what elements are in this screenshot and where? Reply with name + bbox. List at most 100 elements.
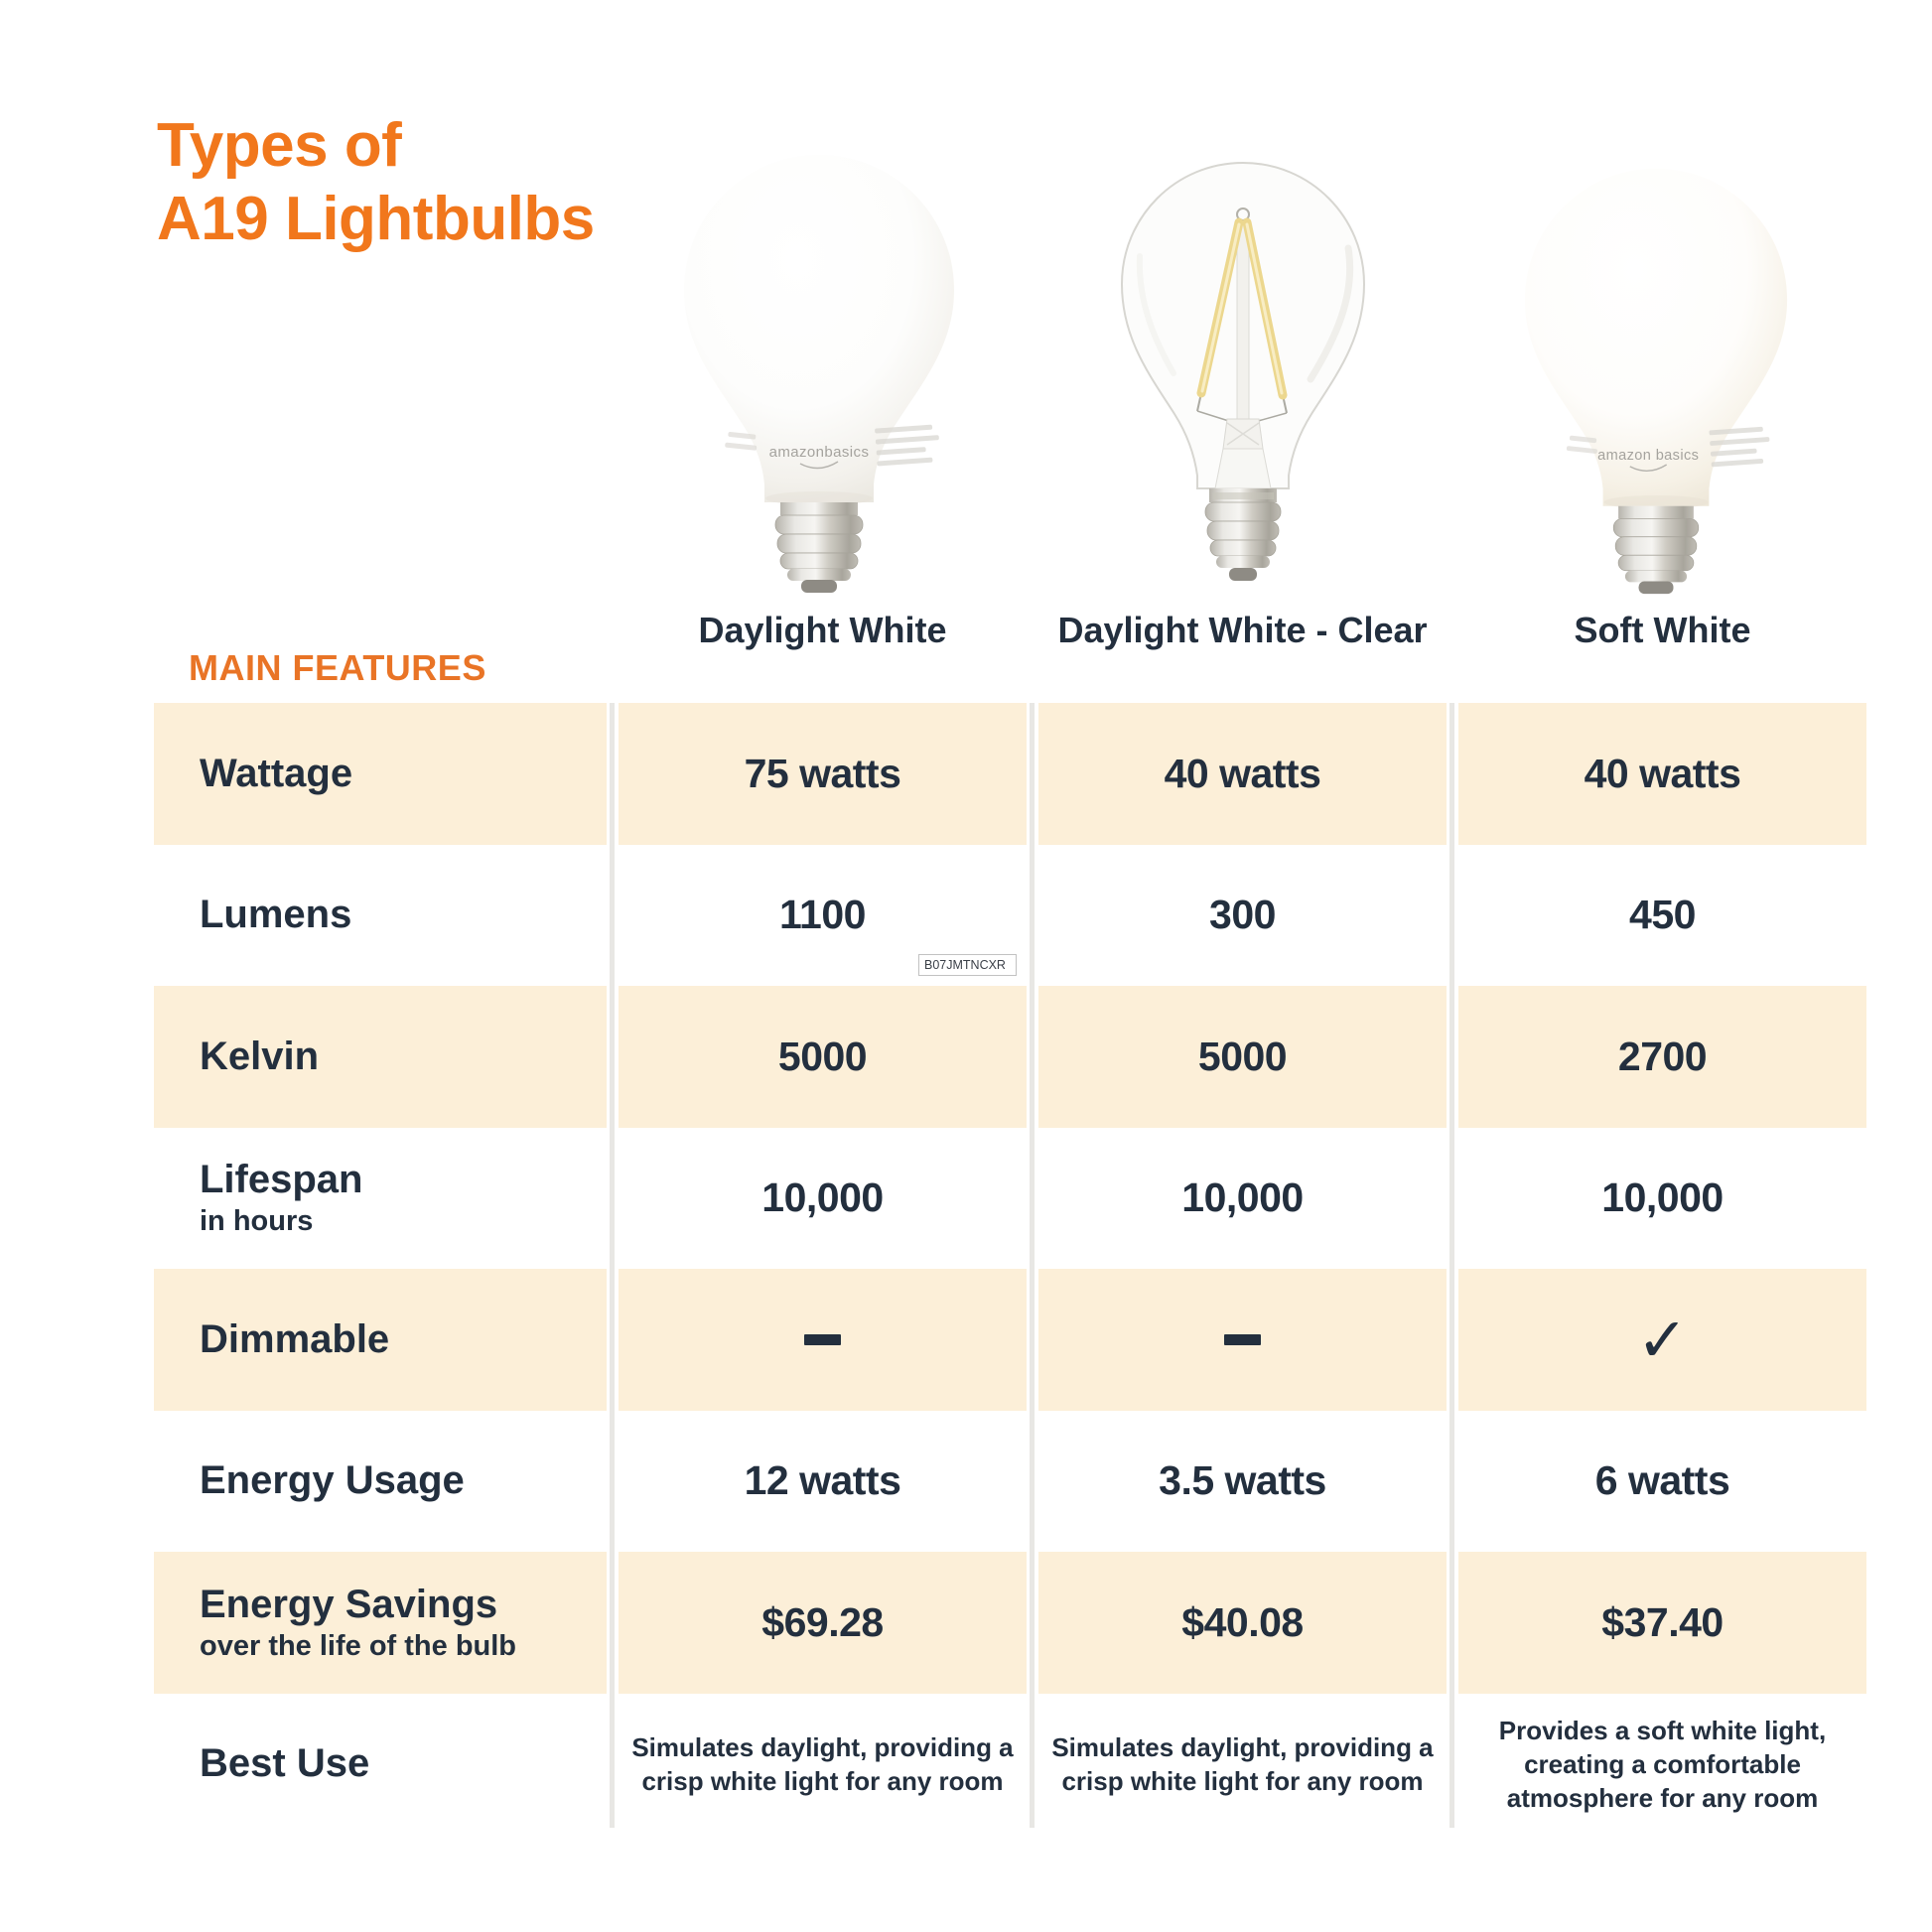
table-row-lumens: Lumens 1100 300 450 bbox=[154, 845, 1866, 987]
row-label-cell: Wattage bbox=[154, 703, 607, 845]
cell-value: 300 bbox=[1209, 892, 1276, 938]
table-cell: $37.40 bbox=[1458, 1552, 1866, 1694]
table-cell: Provides a soft white light, creating a … bbox=[1458, 1694, 1866, 1836]
table-cell: 12 watts bbox=[619, 1411, 1027, 1553]
row-label: Wattage bbox=[200, 751, 353, 795]
table-cell bbox=[619, 1269, 1027, 1411]
table-cell: 5000 bbox=[619, 986, 1027, 1128]
row-sublabel: in hours bbox=[200, 1205, 314, 1238]
table-cell: 10,000 bbox=[619, 1128, 1027, 1270]
bulb-image-daylight-white-clear bbox=[1120, 161, 1366, 581]
row-label-cell: Energy Usage bbox=[154, 1411, 607, 1553]
table-cell: 450 bbox=[1458, 845, 1866, 987]
bulb-filament bbox=[1196, 207, 1288, 489]
cell-value: 40 watts bbox=[1164, 750, 1321, 796]
table-cell: 75 watts bbox=[619, 703, 1027, 845]
table-cell: 2700 bbox=[1458, 986, 1866, 1128]
cell-value: 450 bbox=[1629, 892, 1696, 938]
row-label: Energy Usage bbox=[200, 1458, 465, 1503]
bulb-image-soft-white: amazon basics bbox=[1524, 168, 1788, 595]
cell-value: $40.08 bbox=[1181, 1598, 1304, 1645]
bulb-image-daylight-white: amazonbasics bbox=[684, 155, 954, 593]
bulb-spec-print bbox=[875, 424, 939, 467]
table-cell: 300 bbox=[1038, 845, 1447, 987]
row-label: Lifespan bbox=[200, 1158, 363, 1202]
cell-value: 6 watts bbox=[1594, 1457, 1730, 1504]
check-icon: ✓ bbox=[1636, 1306, 1689, 1375]
bulb-print: amazonbasics bbox=[725, 424, 939, 470]
cell-value: 40 watts bbox=[1584, 750, 1741, 796]
table-row-dimmable: Dimmable ✓ bbox=[154, 1269, 1866, 1411]
row-label-cell: Lumens bbox=[154, 845, 607, 987]
bulb-spec-print-left bbox=[1566, 435, 1597, 454]
table-cell bbox=[1038, 1269, 1447, 1411]
cell-value: Simulates daylight, providing a crisp wh… bbox=[631, 1731, 1014, 1796]
cell-value: Provides a soft white light, creating a … bbox=[1498, 1715, 1827, 1813]
bulb-brand-text: amazon basics bbox=[1597, 448, 1699, 464]
table-row-energy-savings: Energy Savings over the life of the bulb… bbox=[154, 1552, 1866, 1694]
table-cell: 5000 bbox=[1038, 986, 1447, 1128]
table-row-kelvin: Kelvin 5000 5000 2700 bbox=[154, 986, 1866, 1128]
bulb-screw-base bbox=[1612, 505, 1700, 595]
table-cell: Simulates daylight, providing a crisp wh… bbox=[619, 1694, 1027, 1836]
brand-smile-icon bbox=[1629, 464, 1668, 472]
table-row-wattage: Wattage 75 watts 40 watts 40 watts bbox=[154, 703, 1866, 845]
bulb-spec-print bbox=[1709, 426, 1770, 468]
table-cell: $69.28 bbox=[619, 1552, 1027, 1694]
bulb-screw-base bbox=[1204, 488, 1282, 581]
table-cell: 6 watts bbox=[1458, 1411, 1866, 1553]
asin-tag: B07JMTNCXR bbox=[918, 954, 1017, 976]
table-row-best-use: Best Use Simulates daylight, providing a… bbox=[154, 1694, 1866, 1836]
cell-value: 10,000 bbox=[1181, 1174, 1304, 1221]
table-row-lifespan: Lifespan in hours 10,000 10,000 10,000 bbox=[154, 1128, 1866, 1270]
dash-icon bbox=[804, 1333, 841, 1345]
table-cell: 10,000 bbox=[1458, 1128, 1866, 1270]
bulb-brand-text: amazonbasics bbox=[769, 444, 870, 461]
row-label-cell: Dimmable bbox=[154, 1269, 607, 1411]
row-label-cell: Best Use bbox=[154, 1694, 607, 1836]
bulb-glass bbox=[1524, 168, 1788, 509]
column-headers: Daylight White Daylight White - Clear So… bbox=[619, 610, 1866, 651]
comparison-table: Wattage 75 watts 40 watts 40 watts Lumen… bbox=[154, 703, 1866, 1835]
cell-value: 5000 bbox=[777, 1033, 868, 1079]
table-row-energy-usage: Energy Usage 12 watts 3.5 watts 6 watts bbox=[154, 1411, 1866, 1553]
column-header-daylight-white: Daylight White bbox=[698, 610, 947, 650]
table-cell: 1100 bbox=[619, 845, 1027, 987]
cell-value: Simulates daylight, providing a crisp wh… bbox=[1051, 1731, 1434, 1796]
cell-value: $69.28 bbox=[761, 1598, 884, 1645]
table-cell: 40 watts bbox=[1038, 703, 1447, 845]
cell-value: 10,000 bbox=[761, 1174, 884, 1221]
row-label: Kelvin bbox=[200, 1034, 320, 1078]
cell-value: 75 watts bbox=[744, 750, 901, 796]
cell-value: 3.5 watts bbox=[1159, 1457, 1326, 1504]
section-label-main-features: MAIN FEATURES bbox=[189, 647, 486, 688]
table-cell: Simulates daylight, providing a crisp wh… bbox=[1038, 1694, 1447, 1836]
column-divider bbox=[1449, 703, 1454, 1828]
row-label-cell: Kelvin bbox=[154, 986, 607, 1128]
brand-smile-icon bbox=[799, 461, 839, 470]
column-header-soft-white: Soft White bbox=[1574, 610, 1751, 650]
row-label: Best Use bbox=[200, 1741, 370, 1786]
row-label-cell: Lifespan in hours bbox=[154, 1128, 607, 1270]
table-cell: 10,000 bbox=[1038, 1128, 1447, 1270]
cell-value: 5000 bbox=[1197, 1033, 1288, 1079]
cell-value: 1100 bbox=[779, 892, 866, 938]
page-title-line1: Types of bbox=[157, 111, 402, 180]
row-sublabel: over the life of the bulb bbox=[200, 1629, 517, 1662]
bulb-glass bbox=[684, 155, 954, 505]
dash-icon bbox=[1224, 1333, 1261, 1345]
bulb-spec-print-left bbox=[725, 431, 758, 451]
cell-value: 12 watts bbox=[744, 1457, 901, 1504]
column-divider bbox=[610, 703, 615, 1828]
bulb-screw-base bbox=[774, 502, 864, 593]
table-cell: ✓ bbox=[1458, 1269, 1866, 1411]
bulb-print: amazon basics bbox=[1566, 426, 1770, 472]
row-label: Energy Savings bbox=[200, 1582, 498, 1626]
page-title: Types of A19 Lightbulbs bbox=[157, 109, 595, 256]
table-cell: 40 watts bbox=[1458, 703, 1866, 845]
table-cell: 3.5 watts bbox=[1038, 1411, 1447, 1553]
column-divider bbox=[1030, 703, 1035, 1828]
row-label-cell: Energy Savings over the life of the bulb bbox=[154, 1552, 607, 1694]
row-label: Dimmable bbox=[200, 1316, 390, 1361]
